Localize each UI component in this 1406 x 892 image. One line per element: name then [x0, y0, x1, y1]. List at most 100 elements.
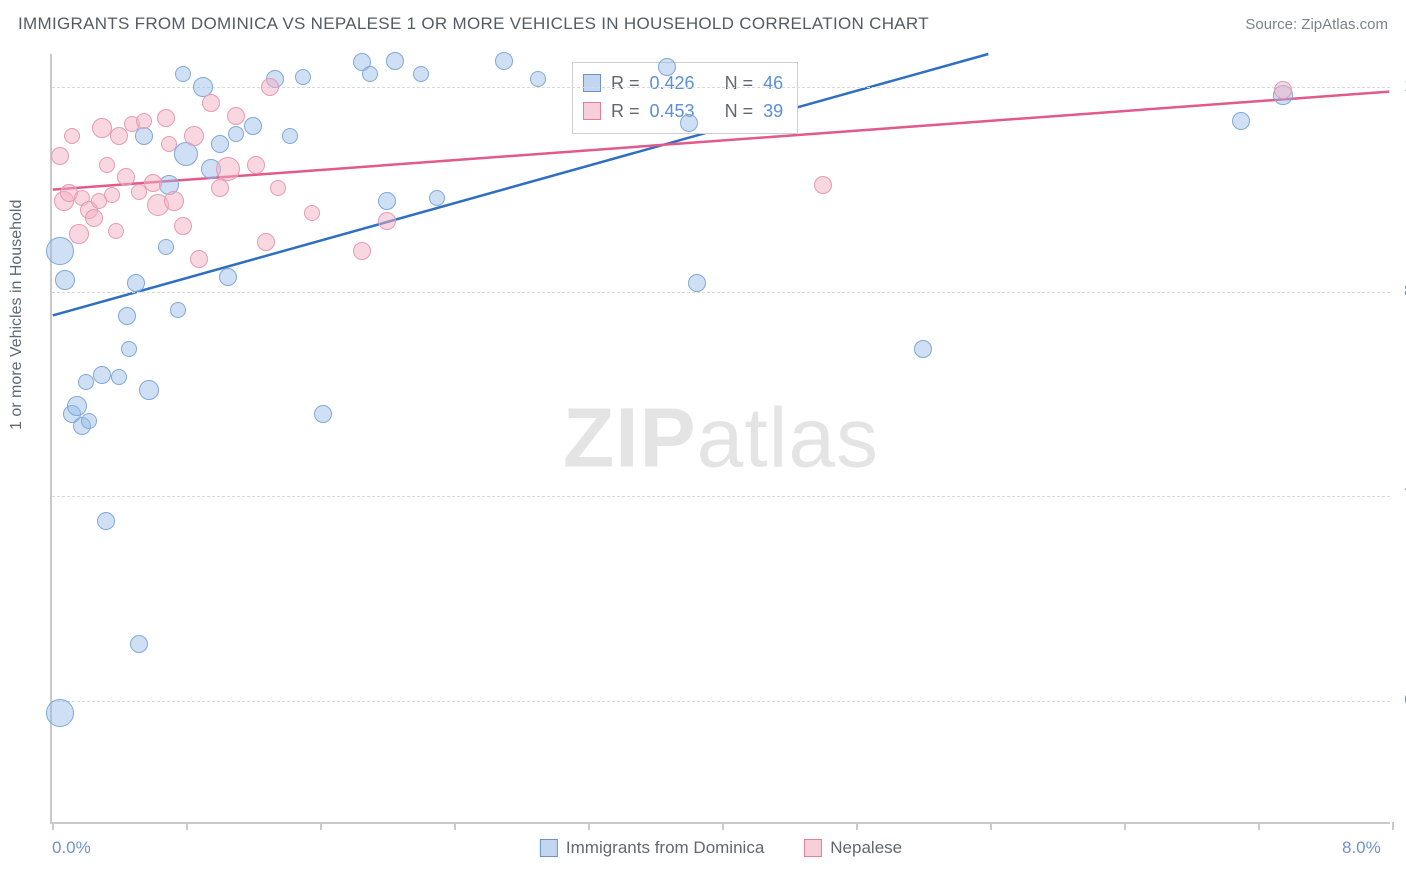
scatter-point-dominica — [111, 369, 127, 385]
scatter-point-nepalese — [247, 156, 265, 174]
n-label: N = — [725, 73, 754, 94]
trend-line-dominica — [53, 54, 989, 315]
scatter-point-dominica — [46, 699, 74, 727]
n-label: N = — [725, 101, 754, 122]
x-tick — [186, 822, 188, 830]
y-tick-label: 100.0% — [1394, 76, 1406, 96]
scatter-point-dominica — [413, 66, 429, 82]
scatter-point-nepalese — [378, 212, 396, 230]
x-tick — [990, 822, 992, 830]
scatter-point-nepalese — [85, 209, 103, 227]
x-tick — [52, 822, 54, 830]
legend-item: Nepalese — [804, 838, 902, 858]
scatter-point-nepalese — [136, 113, 152, 129]
scatter-point-dominica — [495, 52, 513, 70]
stats-swatch — [583, 74, 601, 92]
scatter-point-dominica — [97, 512, 115, 530]
scatter-point-dominica — [378, 192, 396, 210]
scatter-point-dominica — [121, 341, 137, 357]
scatter-point-nepalese — [353, 242, 371, 260]
n-value: 39 — [763, 101, 783, 122]
scatter-point-dominica — [219, 268, 237, 286]
scatter-point-dominica — [81, 413, 97, 429]
scatter-point-nepalese — [69, 224, 89, 244]
scatter-point-nepalese — [144, 174, 162, 192]
gridline-h — [52, 496, 1390, 497]
scatter-point-nepalese — [304, 205, 320, 221]
scatter-point-nepalese — [174, 217, 192, 235]
legend-label: Nepalese — [830, 838, 902, 858]
scatter-point-dominica — [1232, 112, 1250, 130]
scatter-point-dominica — [914, 340, 932, 358]
scatter-point-dominica — [282, 128, 298, 144]
scatter-point-dominica — [139, 380, 159, 400]
scatter-point-dominica — [295, 69, 311, 85]
r-label: R = — [611, 73, 640, 94]
scatter-point-nepalese — [190, 250, 208, 268]
scatter-point-dominica — [228, 126, 244, 142]
scatter-point-dominica — [314, 405, 332, 423]
scatter-point-nepalese — [202, 94, 220, 112]
gridline-h — [52, 292, 1390, 293]
scatter-point-nepalese — [814, 176, 832, 194]
scatter-point-dominica — [429, 190, 445, 206]
scatter-point-dominica — [658, 58, 676, 76]
source-label: Source: — [1245, 16, 1297, 33]
scatter-point-dominica — [688, 274, 706, 292]
scatter-point-nepalese — [261, 78, 279, 96]
chart-title: IMMIGRANTS FROM DOMINICA VS NEPALESE 1 O… — [18, 14, 929, 34]
y-tick-label: 87.5% — [1394, 281, 1406, 301]
x-tick — [588, 822, 590, 830]
scatter-point-dominica — [386, 52, 404, 70]
gridline-h — [52, 87, 1390, 88]
scatter-point-dominica — [680, 114, 698, 132]
scatter-point-nepalese — [184, 126, 204, 146]
scatter-point-dominica — [170, 302, 186, 318]
x-tick — [1258, 822, 1260, 830]
scatter-point-nepalese — [164, 191, 184, 211]
scatter-point-dominica — [46, 237, 74, 265]
scatter-point-nepalese — [270, 180, 286, 196]
scatter-point-nepalese — [108, 223, 124, 239]
chart-source: Source: ZipAtlas.com — [1245, 16, 1388, 33]
x-tick — [856, 822, 858, 830]
scatter-point-dominica — [211, 135, 229, 153]
chart-header: IMMIGRANTS FROM DOMINICA VS NEPALESE 1 O… — [0, 0, 1406, 48]
scatter-point-nepalese — [216, 157, 240, 181]
scatter-point-nepalese — [99, 157, 115, 173]
scatter-point-nepalese — [1274, 81, 1292, 99]
scatter-point-nepalese — [161, 136, 177, 152]
legend-swatch — [804, 839, 822, 857]
r-value: 0.426 — [650, 73, 695, 94]
scatter-plot-area: ZIPatlas R =0.426N =46R =0.453N =39 Immi… — [50, 54, 1390, 824]
stats-row: R =0.426N =46 — [583, 69, 783, 97]
stats-swatch — [583, 102, 601, 120]
scatter-point-dominica — [118, 307, 136, 325]
scatter-point-dominica — [175, 66, 191, 82]
scatter-point-nepalese — [157, 109, 175, 127]
scatter-point-dominica — [55, 270, 75, 290]
legend-item: Immigrants from Dominica — [540, 838, 764, 858]
scatter-point-nepalese — [64, 128, 80, 144]
scatter-point-dominica — [362, 66, 378, 82]
legend-swatch — [540, 839, 558, 857]
y-tick-label: 75.0% — [1394, 485, 1406, 505]
x-tick — [1124, 822, 1126, 830]
x-tick-label: 8.0% — [1342, 838, 1381, 858]
scatter-point-dominica — [93, 366, 111, 384]
scatter-point-dominica — [158, 239, 174, 255]
gridline-h — [52, 701, 1390, 702]
y-tick-label: 62.5% — [1394, 690, 1406, 710]
series-legend: Immigrants from Dominica Nepalese — [540, 838, 902, 858]
scatter-point-nepalese — [257, 233, 275, 251]
scatter-point-dominica — [530, 71, 546, 87]
x-tick — [1392, 822, 1394, 830]
scatter-point-nepalese — [211, 179, 229, 197]
r-label: R = — [611, 101, 640, 122]
legend-label: Immigrants from Dominica — [566, 838, 764, 858]
x-tick — [722, 822, 724, 830]
x-tick — [454, 822, 456, 830]
scatter-point-nepalese — [227, 107, 245, 125]
scatter-point-dominica — [244, 117, 262, 135]
scatter-point-nepalese — [51, 147, 69, 165]
